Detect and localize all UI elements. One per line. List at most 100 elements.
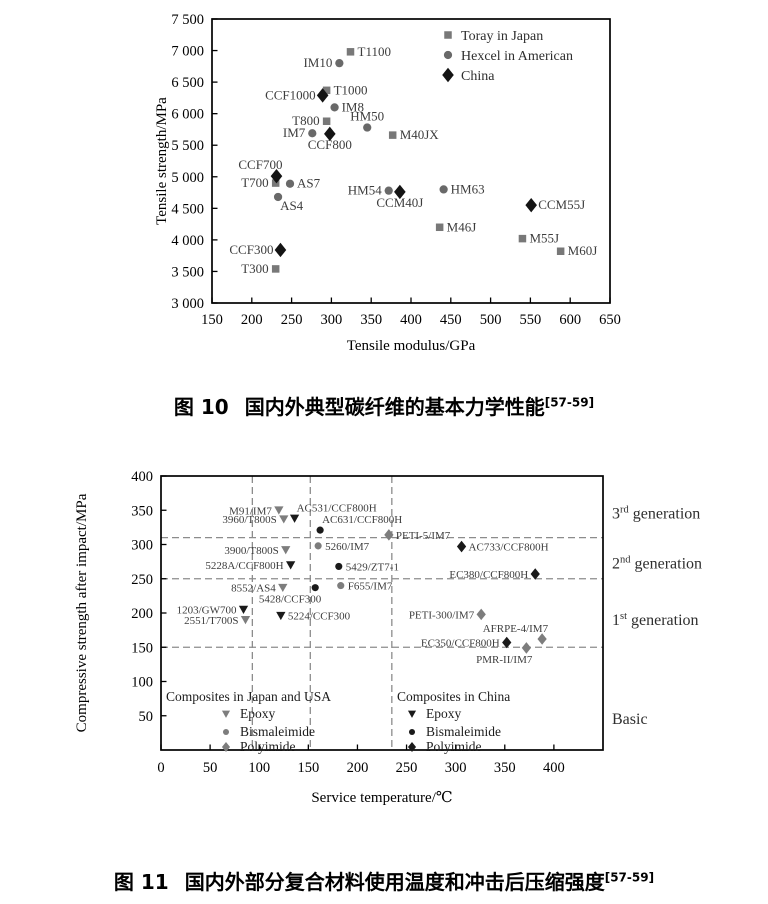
point-label-AS4: AS4 bbox=[280, 198, 304, 213]
data-point-M40JX bbox=[388, 131, 397, 139]
zone-label: 1st generation bbox=[612, 611, 699, 629]
legend-item-label: Epoxy bbox=[426, 706, 461, 721]
data-point-CCF1000 bbox=[316, 88, 329, 103]
figure10-caption-text: 国内外典型碳纤维的基本力学性能 bbox=[244, 395, 545, 419]
y-tick-label: 4 500 bbox=[171, 201, 204, 217]
y-tick-label: 5 000 bbox=[171, 170, 204, 186]
zone-label-base: 1 bbox=[612, 612, 620, 629]
legend-marker-triangle bbox=[407, 710, 417, 718]
data-point-3960/T800S bbox=[279, 515, 289, 524]
point-label-HM54: HM54 bbox=[348, 183, 382, 198]
data-point-5224/CCF300 bbox=[276, 611, 286, 621]
figure10-caption-label: 图 10 bbox=[173, 395, 229, 419]
x-tick-label: 50 bbox=[203, 760, 218, 776]
legend-group-title: Composites in China bbox=[397, 689, 510, 704]
point-label-T300: T300 bbox=[241, 261, 268, 276]
data-point-M46J bbox=[435, 223, 444, 232]
x-tick-label: 400 bbox=[543, 760, 565, 776]
data-point-EC380/CCF800H bbox=[530, 568, 540, 580]
y-tick-label: 6 000 bbox=[171, 107, 204, 123]
data-point-PETI-300/IM7 bbox=[476, 608, 486, 621]
point-label-M91/IM7: M91/IM7 bbox=[229, 505, 272, 517]
zone-label: Basic bbox=[612, 711, 648, 728]
data-point-EC350/CCF800H bbox=[502, 636, 512, 649]
data-point-M91/IM7 bbox=[274, 506, 284, 515]
point-label-T700: T700 bbox=[241, 175, 268, 190]
legend-marker-circle bbox=[408, 728, 416, 736]
point-label-CCF300: CCF300 bbox=[229, 242, 273, 257]
y-tick-label: 3 500 bbox=[171, 264, 204, 280]
point-label-M60J: M60J bbox=[568, 243, 598, 258]
y-tick-label: 4 000 bbox=[171, 233, 204, 249]
data-point-5428/CCF300 bbox=[311, 584, 319, 592]
legend-item-label: Bismaleimide bbox=[426, 724, 501, 739]
data-point-AS7 bbox=[285, 179, 295, 188]
data-point-PETI-5/IM7 bbox=[384, 529, 394, 541]
data-point-F655/IM7 bbox=[337, 582, 345, 590]
y-tick-label: 300 bbox=[131, 538, 153, 554]
point-label-T1000: T1000 bbox=[334, 82, 368, 97]
data-point-AC531/CCF800H bbox=[289, 514, 300, 523]
point-label-3900/T800S: 3900/T800S bbox=[224, 545, 278, 557]
data-point-3900/T800S bbox=[281, 546, 291, 555]
point-label-T1100: T1100 bbox=[358, 44, 391, 59]
zone-label-sup: nd bbox=[620, 555, 631, 566]
point-label-PETI-5/IM7: PETI-5/IM7 bbox=[396, 530, 451, 542]
point-label-AC631/CCF800H: AC631/CCF800H bbox=[322, 514, 402, 526]
data-point-AFRPE-4/IM7 bbox=[537, 633, 547, 645]
data-point-CCF300 bbox=[274, 242, 287, 258]
x-tick-label: 400 bbox=[400, 312, 422, 328]
zone-label-base: 2 bbox=[612, 556, 620, 573]
legend-item-label: Epoxy bbox=[240, 706, 275, 721]
figure10-caption: 图 10 国内外典型碳纤维的基本力学性能[57-59] bbox=[0, 391, 768, 420]
data-point-M55J bbox=[518, 234, 527, 243]
figure11-caption-text: 国内外部分复合材料使用温度和冲击后压缩强度 bbox=[184, 870, 605, 894]
figure11-caption-label: 图 11 bbox=[113, 870, 169, 894]
data-point-5429/ZT7-1 bbox=[335, 562, 343, 570]
point-label-5228A/CCF800H: 5228A/CCF800H bbox=[205, 560, 283, 572]
point-label-5429/ZT7-1: 5429/ZT7-1 bbox=[346, 561, 399, 573]
data-point-CCM55J bbox=[525, 197, 537, 213]
data-point-IM8 bbox=[330, 103, 339, 112]
x-tick-label: 450 bbox=[440, 312, 462, 328]
point-label-HM63: HM63 bbox=[451, 181, 485, 196]
point-label-5428/CCF300: 5428/CCF300 bbox=[259, 594, 322, 606]
point-label-M55J: M55J bbox=[529, 231, 559, 246]
point-label-M40JX: M40JX bbox=[400, 127, 440, 142]
data-point-HM54 bbox=[384, 186, 393, 195]
data-point-T1100 bbox=[346, 48, 355, 56]
legend-marker-diamond bbox=[221, 741, 231, 753]
x-tick-label: 200 bbox=[347, 760, 369, 776]
point-label-M46J: M46J bbox=[447, 219, 477, 234]
data-point-M60J bbox=[556, 247, 565, 255]
legend-marker-circle bbox=[222, 728, 230, 736]
zone-label: 3rd generation bbox=[612, 505, 700, 523]
y-tick-label: 400 bbox=[131, 469, 153, 485]
data-point-5260/IM7 bbox=[314, 542, 322, 550]
point-label-EC350/CCF800H: EC350/CCF800H bbox=[421, 637, 500, 649]
y-tick-label: 7 000 bbox=[171, 44, 204, 60]
point-label-IM7: IM7 bbox=[283, 125, 306, 140]
legend-label: Hexcel in American bbox=[461, 49, 573, 64]
point-label-IM8: IM8 bbox=[342, 99, 364, 114]
legend-item-label: Polyimide bbox=[240, 739, 296, 754]
data-point-AS4 bbox=[273, 192, 283, 202]
point-label-3960/T800S: 3960/T800S bbox=[222, 514, 276, 526]
x-tick-label: 100 bbox=[248, 760, 270, 776]
x-axis-title: Service temperature/℃ bbox=[311, 790, 452, 806]
point-label-EC380/CCF800H: EC380/CCF800H bbox=[449, 569, 528, 581]
data-point-T800 bbox=[322, 117, 331, 125]
legend-marker-diamond bbox=[442, 67, 454, 83]
point-label-IM10: IM10 bbox=[303, 55, 332, 70]
point-label-AC733/CCF800H: AC733/CCF800H bbox=[469, 542, 549, 554]
y-tick-label: 50 bbox=[139, 709, 154, 725]
x-tick-label: 500 bbox=[480, 312, 502, 328]
figure11-caption-ref: [57-59] bbox=[604, 870, 655, 885]
zone-label-sup: st bbox=[620, 611, 627, 622]
y-tick-label: 100 bbox=[131, 675, 153, 691]
y-axis-title: Compressive strength after impact/MPa bbox=[74, 493, 90, 732]
legend-group-title: Composites in Japan and USA bbox=[166, 689, 331, 704]
figure11-cai-scatter-plot: 0 50 100 150 200 250 300 350 400 50 100 150 200 250 30… bbox=[74, 469, 702, 806]
